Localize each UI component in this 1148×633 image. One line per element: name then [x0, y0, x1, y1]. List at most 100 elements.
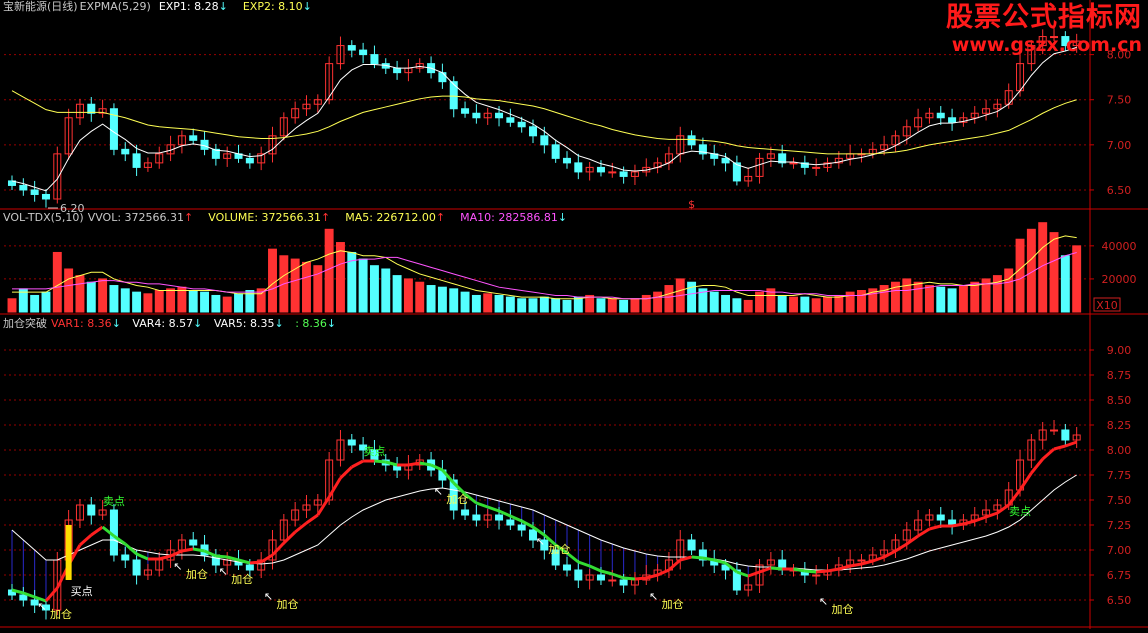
var6-arrow-icon: ↓ [326, 317, 337, 330]
var1-segment [816, 569, 828, 574]
signal-tick-label: 7.00 [1107, 544, 1132, 557]
volume-bar [335, 242, 345, 313]
price-tick-label: 8.00 [1107, 49, 1132, 62]
price-candle [279, 117, 288, 137]
signal-tick-label: 7.50 [1107, 494, 1132, 507]
volume-bar [1004, 268, 1014, 313]
add-position-label: 加仓 [662, 597, 684, 611]
var1-segment [101, 525, 115, 538]
volume-bar [732, 298, 742, 313]
volume-bar [687, 281, 697, 313]
var1-segment [872, 555, 885, 563]
volume-unit-label: X10 [1096, 299, 1118, 312]
signal-candle [585, 574, 594, 581]
var1-segment [1007, 489, 1022, 506]
price-candle [948, 117, 957, 123]
price-candle [155, 153, 164, 164]
signal-candle [936, 514, 945, 521]
signal-candle [880, 549, 889, 556]
price-candle [744, 175, 753, 182]
volume-tick-label: 40000 [1102, 240, 1137, 253]
volume-bar [449, 288, 459, 313]
signal-candle [630, 579, 639, 586]
signal-candle [121, 554, 130, 561]
price-candle [336, 45, 345, 65]
sell-point-label: 卖点 [1009, 505, 1031, 518]
price-candle [132, 153, 141, 168]
price-candle [574, 162, 583, 173]
price-candle [495, 112, 504, 119]
volume-bar [857, 290, 866, 313]
price-candle [189, 135, 198, 141]
var1-segment [327, 477, 342, 498]
volume-bar [471, 294, 481, 313]
volume-bar [868, 288, 878, 313]
var1-segment [464, 492, 478, 505]
volume-bar [789, 296, 798, 313]
volume-bar [879, 285, 889, 313]
var1-segment [713, 558, 726, 565]
price-candle [528, 126, 538, 137]
add-position-arrow-icon: ↖ [173, 560, 182, 573]
signal-candle [41, 604, 50, 611]
price-candle [483, 112, 492, 119]
add-position-arrow-icon: ↖ [819, 595, 828, 608]
volume-bar [981, 278, 991, 313]
signal-candle [87, 504, 96, 516]
price-candle [914, 117, 923, 128]
volume-bar [1015, 238, 1025, 313]
ma10-arrow-icon: ↓ [557, 211, 568, 224]
signal-candle [506, 519, 515, 526]
price-candle [370, 54, 379, 65]
price-candle [211, 148, 220, 159]
var1-segment [520, 519, 534, 529]
add-position-arrow-icon: ↖ [264, 590, 273, 603]
price-candle [936, 112, 945, 119]
price-tick-label: 7.00 [1107, 139, 1132, 152]
price-candle [925, 112, 934, 119]
var1-segment [351, 459, 364, 469]
signal-candle [1061, 429, 1070, 441]
price-candle [619, 171, 628, 177]
volume-bar [403, 278, 413, 313]
add-position-arrow-icon: ↖ [536, 535, 545, 548]
volume-bar [823, 296, 832, 313]
exp2-line [11, 90, 1077, 155]
ma10-readout: MA10: 282586.81 [460, 211, 558, 224]
var1-segment [1053, 444, 1066, 451]
volume-bar [494, 294, 504, 313]
exp2-arrow-icon: ↓ [302, 0, 312, 13]
var1-segment [985, 511, 998, 519]
ma5-line [12, 235, 1077, 300]
add-position-label: 加仓 [831, 602, 853, 616]
volume-bar [517, 298, 527, 313]
add-position-arrow-icon: ↖ [649, 590, 658, 603]
volume-bar [970, 281, 980, 313]
volume-bar [1049, 232, 1059, 313]
var1-segment [656, 568, 670, 577]
var1-segment [849, 562, 862, 568]
price-candle [778, 153, 787, 164]
var1-segment [759, 566, 772, 574]
var1-segment [963, 519, 976, 526]
volume-bar [460, 291, 470, 313]
volume-bar [890, 281, 900, 313]
signal-candle [914, 519, 923, 531]
var5-line [11, 474, 1077, 571]
signal-tick-label: 8.50 [1107, 394, 1132, 407]
price-candle [302, 103, 311, 110]
var1-segment [929, 524, 942, 531]
price-candle [438, 72, 447, 83]
signal-tick-label: 6.50 [1107, 594, 1132, 607]
signal-candle [143, 569, 152, 576]
ma5-arrow-icon: ↑ [435, 211, 446, 224]
price-title: 宝新能源(日线) [3, 0, 78, 13]
signal-candle [75, 504, 84, 521]
var1-segment [374, 459, 386, 464]
price-candle [993, 103, 1002, 110]
price-candle [766, 153, 775, 159]
price-candle [393, 67, 402, 74]
volume-bar [585, 294, 595, 313]
var1-segment [135, 552, 149, 561]
